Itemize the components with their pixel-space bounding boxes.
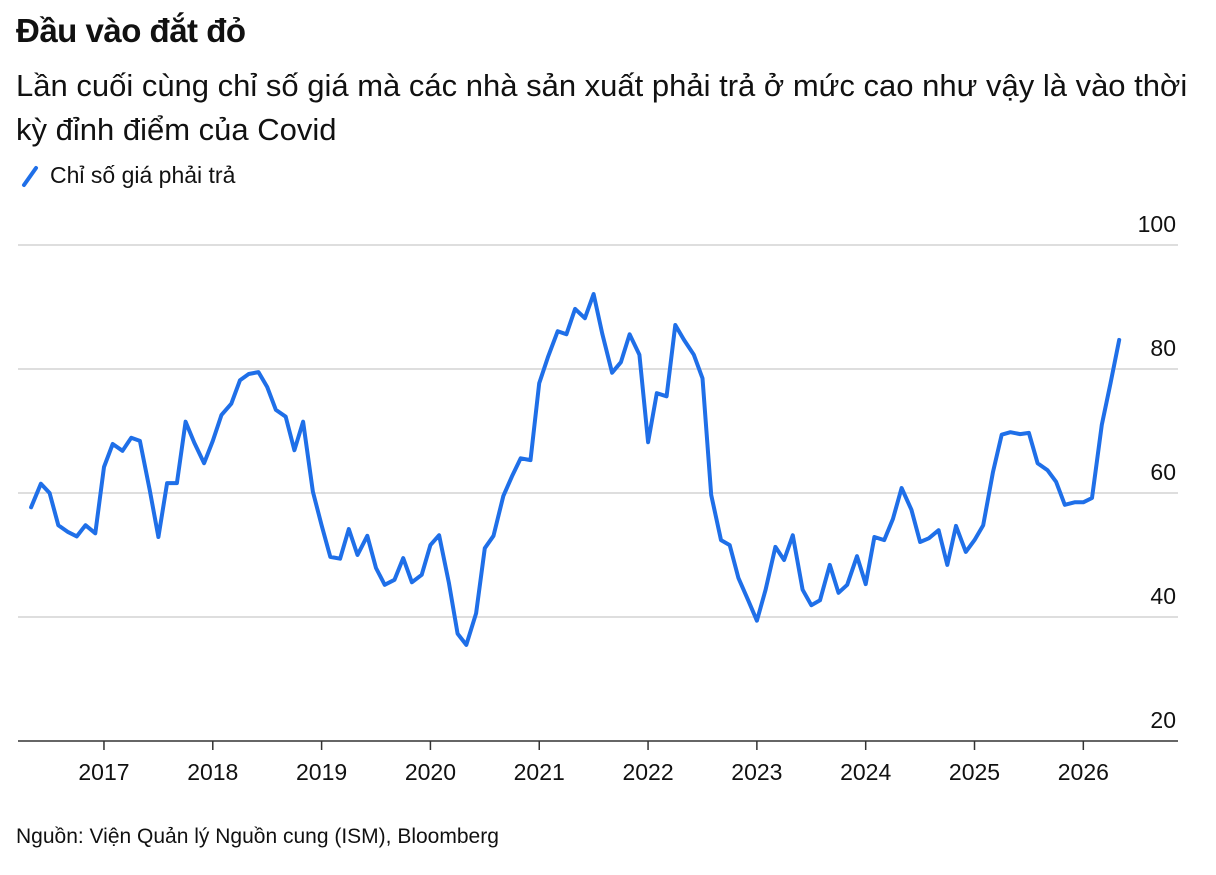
- x-tick-label: 2017: [78, 759, 129, 785]
- chart-source: Nguồn: Viện Quản lý Nguồn cung (ISM), Bl…: [16, 825, 499, 848]
- x-tick-label: 2023: [731, 759, 782, 785]
- legend-swatch: [22, 165, 38, 187]
- x-tick-label: 2020: [405, 759, 456, 785]
- x-tick-label: 2022: [622, 759, 673, 785]
- y-tick-label: 60: [1150, 459, 1176, 485]
- legend: Chỉ số giá phải trả: [20, 162, 235, 189]
- legend-label: Chỉ số giá phải trả: [50, 162, 236, 188]
- y-tick-label: 40: [1150, 583, 1176, 609]
- y-tick-label: 100: [1138, 211, 1176, 237]
- x-tick-label: 2025: [949, 759, 1000, 785]
- x-tick-label: 2018: [187, 759, 238, 785]
- x-tick-label: 2019: [296, 759, 347, 785]
- y-tick-label: 20: [1150, 707, 1176, 733]
- chart-subtitle: Lần cuối cùng chỉ số giá mà các nhà sản …: [16, 68, 1188, 147]
- y-tick-label: 80: [1150, 335, 1176, 361]
- chart-title: Đầu vào đắt đỏ: [16, 12, 246, 49]
- data-line: [29, 292, 1122, 647]
- x-tick-label: 2026: [1058, 759, 1109, 785]
- x-tick-label: 2021: [514, 759, 565, 785]
- x-tick-label: 2024: [840, 759, 891, 785]
